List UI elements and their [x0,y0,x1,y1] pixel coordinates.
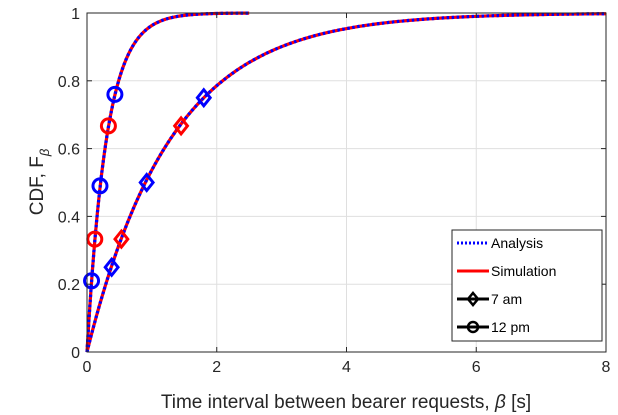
marker-circle-point [83,272,101,290]
x-axis-label: Time interval between bearer requests, β… [161,392,531,413]
x-tick-label: 0 [83,359,92,376]
x-axis-label-text: Time interval between bearer requests, [161,392,495,413]
marker-diamond-point [113,228,130,250]
marker-circle-point [86,230,104,248]
y-tick-label: 0.2 [58,277,80,294]
y-axis-label-subscript: β [37,148,52,157]
y-tick-label: 0.4 [58,209,80,226]
x-tick-label: 4 [342,359,351,376]
x-tick-label: 6 [472,359,481,376]
legend-label-12pm: 12 pm [491,319,530,335]
curves [85,11,607,354]
marker-diamond-point [138,172,156,193]
marker-diamond-point [103,256,120,278]
legend-label-analysis: Analysis [491,235,543,251]
x-tick-label: 2 [212,359,221,376]
x-axis-label-symbol: β [494,392,506,413]
analysis-curve-7am [85,12,607,353]
y-tick-label: 0.6 [58,142,80,159]
y-tick-label: 0 [71,345,80,362]
legend-swatch-12pm-circle [466,320,480,334]
marker-diamond-point [172,115,190,137]
marker-circle-point [99,117,117,135]
y-tick-label: 0.8 [58,74,80,91]
marker-diamond-point [195,87,213,109]
x-axis-label-unit: [s] [506,392,531,413]
x-axis-ticks: 0 2 4 6 8 [83,13,611,376]
marker-circle-point [106,85,124,103]
legend: Analysis Simulation 7 am 12 pm [451,229,603,342]
legend-label-7am: 7 am [491,291,522,307]
y-axis-label-text: CDF, F [27,156,48,215]
markers [83,85,213,290]
legend-swatch-7am-diamond [466,291,480,307]
analysis-curve-12pm [85,11,250,353]
marker-circle-point [91,177,109,195]
y-axis-label: CDF, Fβ [27,148,52,215]
x-tick-label: 8 [602,359,611,376]
y-tick-label: 1 [71,6,80,23]
legend-label-simulation: Simulation [491,263,556,279]
y-axis-ticks: 0 0.2 0.4 0.6 0.8 1 [58,6,606,362]
